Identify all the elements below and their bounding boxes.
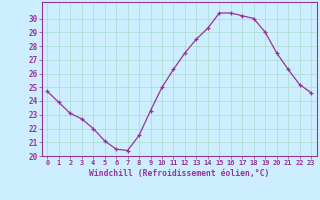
X-axis label: Windchill (Refroidissement éolien,°C): Windchill (Refroidissement éolien,°C) [89, 169, 269, 178]
